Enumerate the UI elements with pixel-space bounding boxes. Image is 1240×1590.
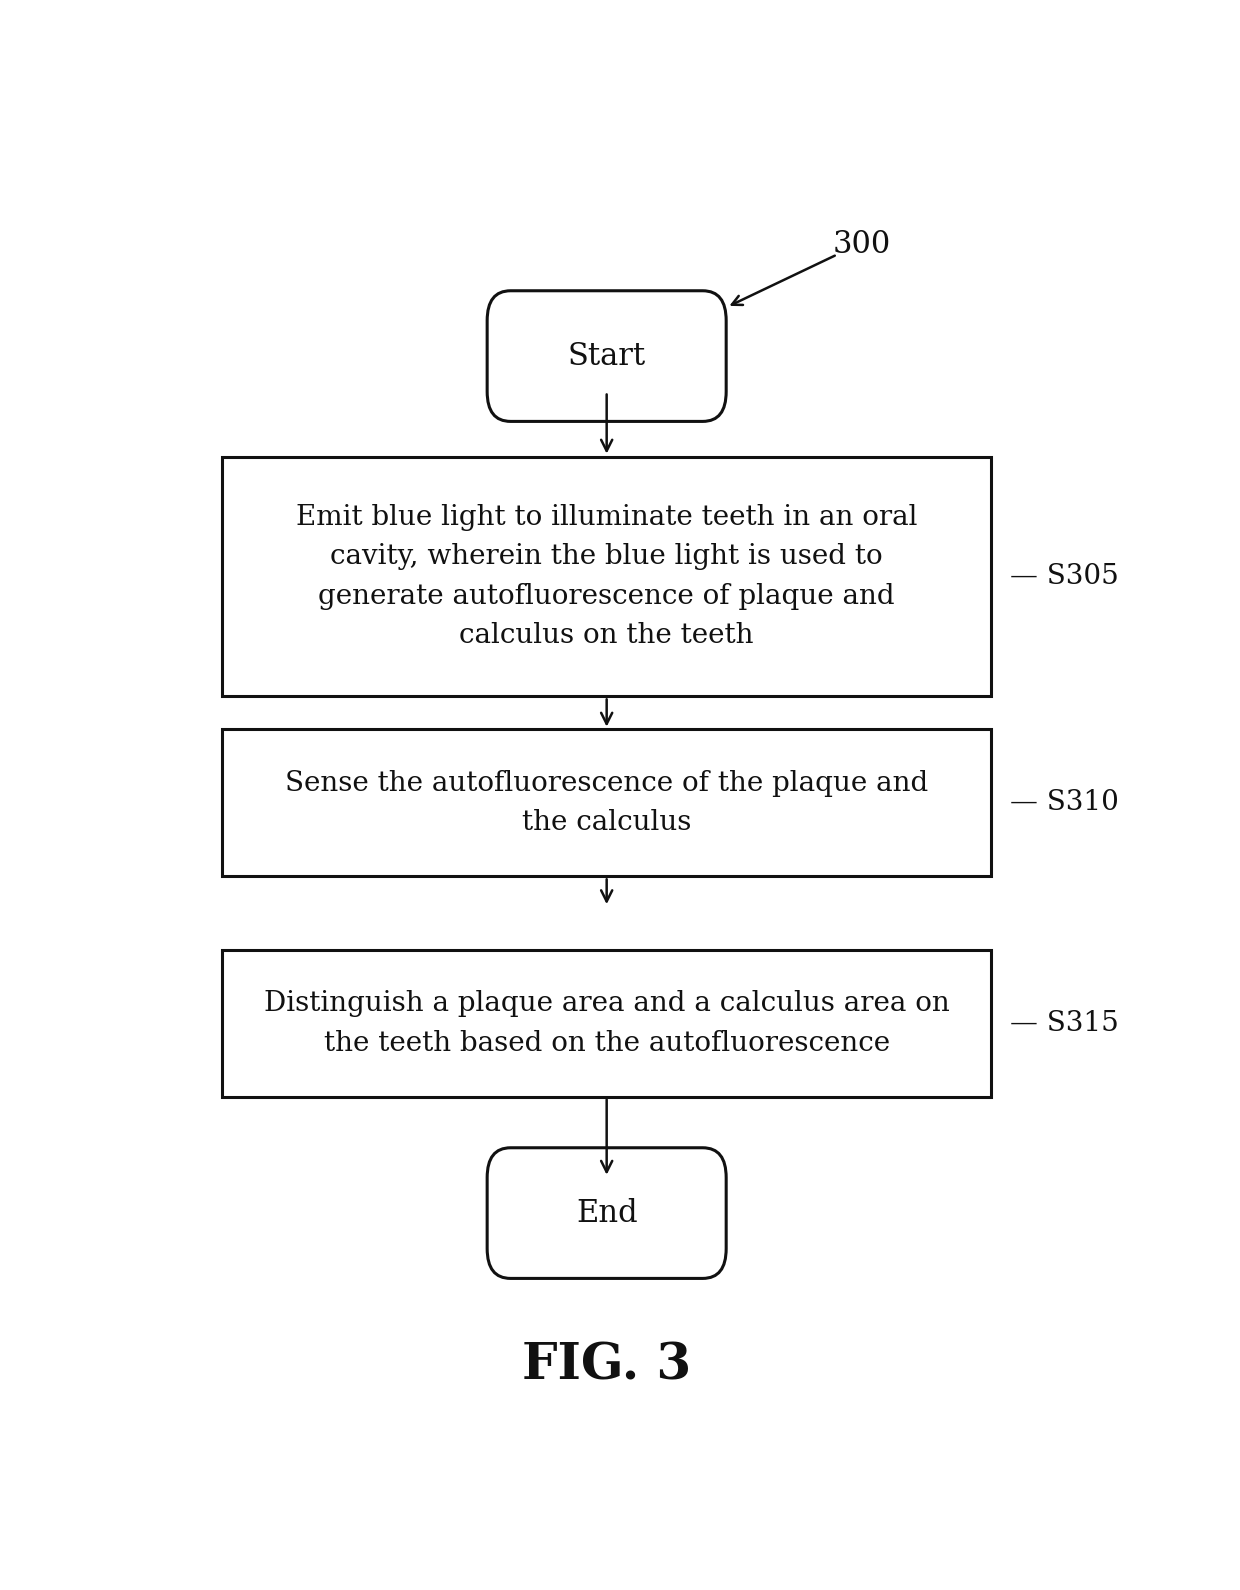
FancyBboxPatch shape [222, 949, 991, 1097]
Text: End: End [575, 1197, 637, 1229]
Text: — S310: — S310 [1011, 790, 1120, 816]
FancyBboxPatch shape [487, 291, 727, 421]
Text: Distinguish a plaque area and a calculus area on
the teeth based on the autofluo: Distinguish a plaque area and a calculus… [264, 991, 950, 1057]
Text: Sense the autofluorescence of the plaque and
the calculus: Sense the autofluorescence of the plaque… [285, 770, 929, 836]
Text: Start: Start [568, 340, 646, 372]
Text: 300: 300 [832, 229, 890, 261]
FancyBboxPatch shape [222, 456, 991, 696]
Text: FIG. 3: FIG. 3 [522, 1342, 691, 1391]
Text: — S315: — S315 [1011, 1010, 1118, 1037]
FancyBboxPatch shape [487, 1148, 727, 1278]
Text: — S305: — S305 [1011, 563, 1118, 590]
FancyBboxPatch shape [222, 730, 991, 876]
Text: Emit blue light to illuminate teeth in an oral
cavity, wherein the blue light is: Emit blue light to illuminate teeth in a… [296, 504, 918, 649]
